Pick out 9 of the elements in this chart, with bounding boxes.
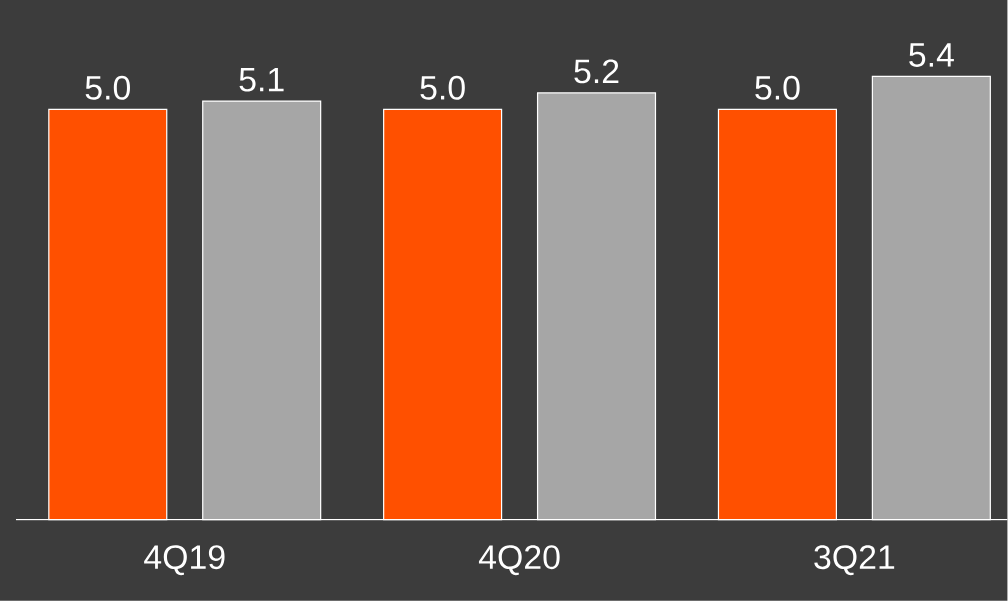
data-label: 5.0 — [420, 75, 465, 100]
data-label: 5.0 — [85, 75, 130, 100]
data-label: 5.4 — [909, 43, 954, 68]
x-tick-label: 4Q20 — [478, 545, 560, 576]
data-label: 5.2 — [574, 59, 619, 84]
data-label: 5.0 — [755, 75, 800, 100]
x-tick-label: 3Q21 — [814, 545, 895, 576]
data-label: 5.1 — [239, 68, 284, 92]
x-tick-label: 4Q19 — [144, 545, 225, 576]
